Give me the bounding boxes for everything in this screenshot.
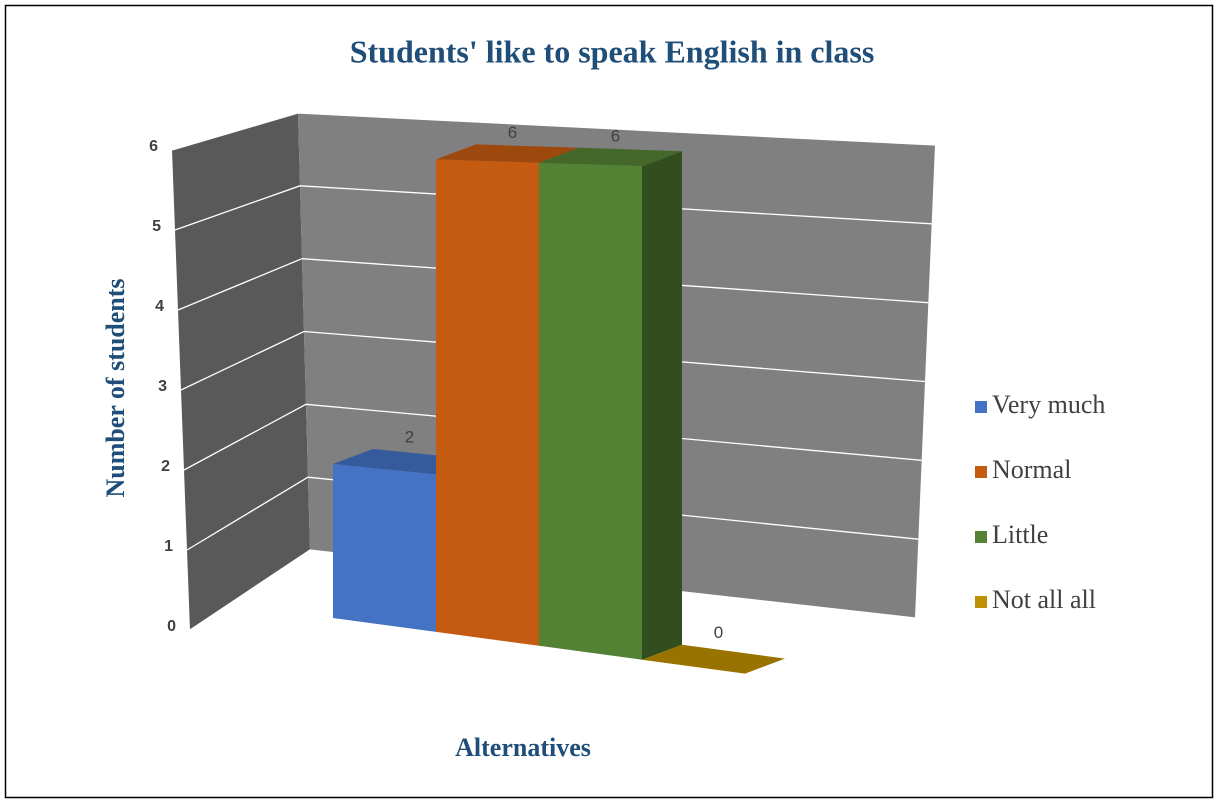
bar-shade [642,151,682,660]
grid-line [177,258,929,311]
side-wall [172,113,310,630]
legend-swatch [975,401,987,413]
y-tick-label: 6 [149,138,158,155]
bar-shade [539,147,682,167]
data-label: 0 [714,623,723,642]
bar [333,464,436,632]
y-axis-label: Number of students [101,278,130,497]
bar [539,162,642,660]
y-tick-label: 0 [167,618,176,635]
grid-line [180,330,926,391]
grid-line [171,112,936,151]
grid-line [186,476,919,551]
legend-label: Normal [992,455,1071,484]
data-label: 2 [405,427,414,446]
grid-line [183,403,922,471]
x-axis-label: Alternatives [455,733,591,762]
legend-swatch [975,466,987,478]
data-label: 6 [508,123,517,142]
bar-top [642,644,785,674]
y-tick-label: 3 [158,378,167,395]
grid-line [174,185,932,231]
legend-label: Little [992,520,1048,549]
y-tick-label: 1 [164,538,173,555]
y-tick-label: 4 [155,298,164,315]
bar [436,159,539,646]
legend-swatch [975,596,987,608]
grid-line [189,549,916,631]
bar-top [436,144,579,163]
legend-swatch [975,531,987,543]
legend-label: Not all all [992,585,1096,614]
bar-top [539,147,682,167]
chart-title: Students' like to speak English in class [350,33,875,69]
legend-label: Very much [992,390,1105,419]
y-tick-label: 2 [161,458,170,475]
bar-side [642,151,682,660]
bar-shade [642,644,785,674]
y-tick-label: 5 [152,218,161,235]
data-label: 6 [611,126,620,145]
bar-shade [436,144,579,163]
